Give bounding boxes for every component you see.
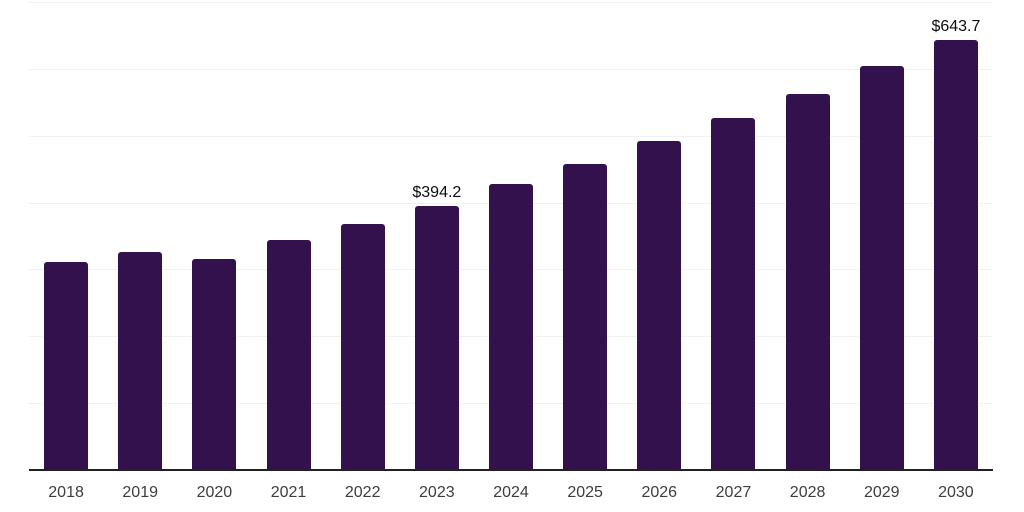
bar-2024[interactable] (489, 184, 533, 470)
bar-2028[interactable] (785, 94, 830, 470)
bar-2020[interactable] (192, 259, 237, 470)
x-axis-labels: 2018 2019 2020 2021 2022 2023 2024 2025 2026 2027… (29, 482, 993, 504)
x-tick-label-2027: 2027 (715, 484, 752, 501)
x-tick-label-2021: 2021 (270, 484, 307, 501)
gridline-700 (29, 2, 993, 3)
x-tick-label-2018: 2018 (48, 484, 84, 501)
bar-2023[interactable] (414, 206, 459, 470)
bar-2029[interactable] (859, 66, 904, 470)
bar-2019[interactable] (118, 252, 163, 470)
gridline-600 (29, 68, 993, 70)
x-tick-label-2028: 2028 (789, 484, 826, 501)
x-axis-line (29, 469, 993, 471)
bar-2027[interactable] (711, 118, 756, 470)
plot-area: $394.2 $643.7 (29, 2, 993, 471)
x-tick-label-2022: 2022 (344, 484, 381, 501)
gridline-500 (29, 135, 993, 137)
bar-2018[interactable] (44, 262, 89, 470)
x-tick-label-2019: 2019 (122, 484, 158, 501)
bar-2026[interactable] (637, 141, 682, 470)
bar-2030[interactable] (933, 40, 978, 470)
x-tick-label-2025: 2025 (567, 484, 603, 501)
bar-2025[interactable] (563, 164, 608, 470)
x-tick-label-2029: 2029 (863, 484, 900, 501)
bar-2021[interactable] (266, 240, 311, 470)
x-tick-label-2023: 2023 (419, 484, 455, 501)
x-tick-label-2020: 2020 (196, 484, 233, 501)
x-tick-label-2030: 2030 (938, 484, 974, 501)
data-label-2030: $643.7 (931, 18, 981, 35)
x-tick-label-2024: 2024 (493, 484, 529, 501)
data-label-2023: $394.2 (412, 184, 462, 201)
bar-2022[interactable] (340, 224, 385, 470)
x-tick-label-2026: 2026 (641, 484, 678, 501)
